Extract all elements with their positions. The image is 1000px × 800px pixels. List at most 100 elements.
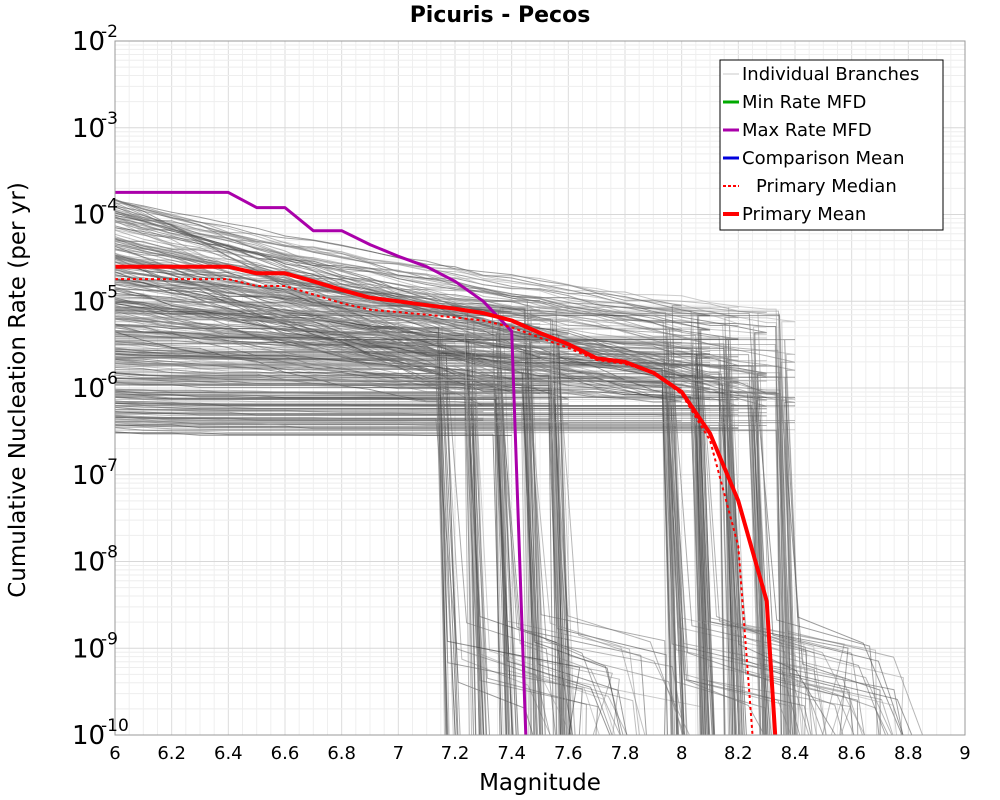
branch-line xyxy=(115,306,810,735)
x-tick-label: 8.6 xyxy=(837,743,866,764)
y-tick-base: 10 xyxy=(72,27,105,57)
y-tick-label: 10-6 xyxy=(72,369,118,404)
y-tick-base: 10 xyxy=(72,634,105,664)
main-series xyxy=(115,190,778,735)
legend-box xyxy=(719,59,944,231)
branch-line xyxy=(115,348,813,735)
legend-label: Primary Mean xyxy=(742,204,866,225)
branch-line xyxy=(115,212,542,735)
y-tick-label: 10-4 xyxy=(72,196,118,231)
y-tick-label: 10-7 xyxy=(72,456,118,491)
branch-line xyxy=(115,432,512,735)
branch-line xyxy=(115,351,714,735)
y-tick-label: 10-10 xyxy=(72,716,129,751)
max-rate-mfd-line xyxy=(115,190,528,735)
branch-line xyxy=(115,405,708,735)
x-tick-label: 6.8 xyxy=(327,743,356,764)
x-tick-label: 6 xyxy=(109,743,120,764)
y-tick-base: 10 xyxy=(72,461,105,491)
chart-title: Picuris - Pecos xyxy=(410,3,591,28)
x-tick-label: 6.4 xyxy=(214,743,243,764)
branch-line xyxy=(115,409,767,735)
branch-line xyxy=(115,344,621,735)
y-tick-label: 10-9 xyxy=(72,629,118,664)
branch-line xyxy=(115,380,564,735)
branch-line xyxy=(115,245,792,735)
y-tick-base: 10 xyxy=(72,114,105,144)
legend-label: Individual Branches xyxy=(742,64,919,85)
x-tick-label: 7.8 xyxy=(611,743,640,764)
x-tick-label: 6.2 xyxy=(157,743,186,764)
branch-line xyxy=(115,351,761,735)
branch-line xyxy=(115,208,737,735)
branch-line xyxy=(115,382,710,735)
branch-line xyxy=(115,277,560,735)
branch-line xyxy=(115,325,808,735)
branch-line xyxy=(115,417,805,735)
branch-line xyxy=(115,301,554,735)
branch-line xyxy=(115,354,710,735)
x-tick-label: 7 xyxy=(393,743,404,764)
x-tick-label: 8.8 xyxy=(894,743,923,764)
branch-line xyxy=(115,318,855,735)
legend-label: Min Rate MFD xyxy=(742,92,866,113)
y-tick-base: 10 xyxy=(72,374,105,404)
y-tick-label: 10-3 xyxy=(72,109,118,144)
branch-line xyxy=(115,421,878,735)
branch-line xyxy=(115,396,611,735)
x-tick-label: 8.4 xyxy=(781,743,810,764)
x-tick-label: 7.4 xyxy=(497,743,526,764)
branch-line xyxy=(115,255,477,735)
branch-line xyxy=(115,233,485,735)
branch-line xyxy=(115,303,485,735)
branch-line xyxy=(115,417,488,735)
x-tick-label: 9 xyxy=(959,743,970,764)
branch-line xyxy=(115,424,741,735)
y-tick-base: 10 xyxy=(72,548,105,578)
y-tick-exponent: -6 xyxy=(101,369,118,389)
branch-line xyxy=(115,362,565,735)
branch-line xyxy=(115,406,621,735)
branch-line xyxy=(115,199,705,735)
y-tick-exponent: -2 xyxy=(101,22,118,42)
plot-frame xyxy=(114,40,966,736)
branch-line xyxy=(115,317,569,735)
y-tick-exponent: -8 xyxy=(101,543,118,563)
y-tick-exponent: -10 xyxy=(101,716,129,736)
legend-label: Comparison Mean xyxy=(742,148,905,169)
branch-line xyxy=(115,325,456,735)
branch-line xyxy=(115,283,898,735)
x-tick-label: 7.2 xyxy=(441,743,470,764)
branch-line xyxy=(115,356,812,735)
x-tick-label: 8 xyxy=(676,743,687,764)
y-tick-exponent: -3 xyxy=(101,109,118,129)
x-axis-label: Magnitude xyxy=(479,770,601,796)
legend: Individual Branches Min Rate MFD Max Rate … xyxy=(719,59,944,231)
y-tick-label: 10-2 xyxy=(72,22,118,57)
branch-line xyxy=(115,257,924,735)
y-tick-base: 10 xyxy=(72,287,105,317)
branch-line xyxy=(115,236,786,735)
legend-label: Max Rate MFD xyxy=(742,120,872,141)
branch-line xyxy=(115,268,447,735)
branch-line xyxy=(115,398,528,735)
branch-line xyxy=(115,342,571,735)
y-tick-exponent: -7 xyxy=(101,456,118,476)
x-axis: 6 6.2 6.4 6.6 6.8 7 7.2 7.4 7.6 7.8 8 8.2 8.4 8.6 8.8 9 xyxy=(109,743,970,764)
branch-line xyxy=(115,205,715,735)
y-tick-exponent: -5 xyxy=(101,282,118,302)
branch-line xyxy=(115,221,774,735)
plot-area xyxy=(115,190,924,735)
y-axis: 10-210-310-410-510-610-710-810-910-10 xyxy=(72,22,129,751)
primary-median-line xyxy=(115,278,754,735)
y-tick-exponent: -4 xyxy=(101,196,118,216)
branch-line xyxy=(115,427,787,735)
branch-line xyxy=(115,331,673,735)
branch-line xyxy=(115,402,913,735)
x-tick-label: 7.6 xyxy=(554,743,583,764)
branch-line xyxy=(115,391,669,735)
branch-line xyxy=(115,225,739,735)
y-tick-label: 10-8 xyxy=(72,543,118,578)
primary-mean-line xyxy=(115,264,778,735)
